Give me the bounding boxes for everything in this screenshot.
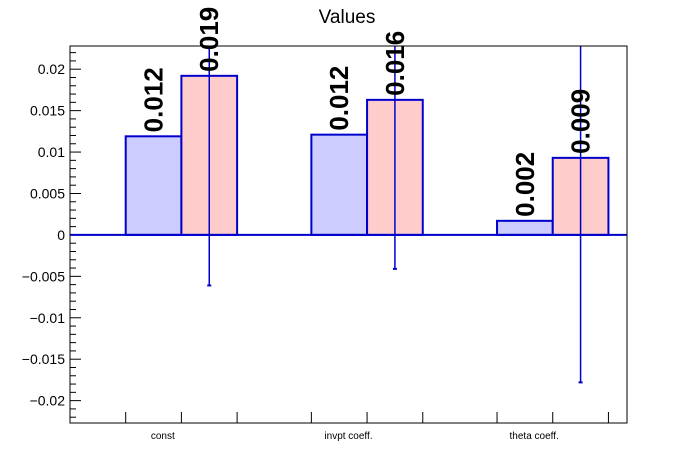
data-label: 0.012 [139,67,169,132]
y-tick-label: −0.005 [22,268,65,284]
x-axis: const invpt coeff. theta coeff. [125,412,609,442]
y-tick-label: 0 [57,227,65,243]
x-category-label: theta coeff. [510,431,559,442]
y-tick-label: 0.02 [38,61,65,77]
bar [310,133,369,236]
x-category-label: invpt coeff. [324,431,372,442]
data-label: 0.019 [194,7,224,72]
error-bars [207,46,583,384]
y-tick-label: −0.015 [22,351,65,367]
data-label: 0.009 [566,89,596,154]
y-tick-label: 0.005 [30,185,65,201]
data-label: 0.012 [324,66,354,131]
y-axis: 0.02 0.015 0.01 0.005 0 −0.005 −0.01 −0.015 −0.0… [22,52,81,418]
data-labels: 0.012 0.012 0.002 0.019 0.016 0.009 [139,7,596,217]
bar [124,135,183,236]
y-tick-label: 0.01 [38,144,65,160]
y-tick-label: 0.015 [30,103,65,119]
y-tick-label: −0.01 [30,310,66,326]
x-category-label: const [151,431,175,442]
data-label: 0.002 [510,152,540,217]
data-label: 0.016 [380,31,410,96]
chart-title: Values [319,7,376,28]
y-tick-label: −0.02 [30,393,66,409]
bar [496,219,554,236]
plot-frame [69,45,628,424]
